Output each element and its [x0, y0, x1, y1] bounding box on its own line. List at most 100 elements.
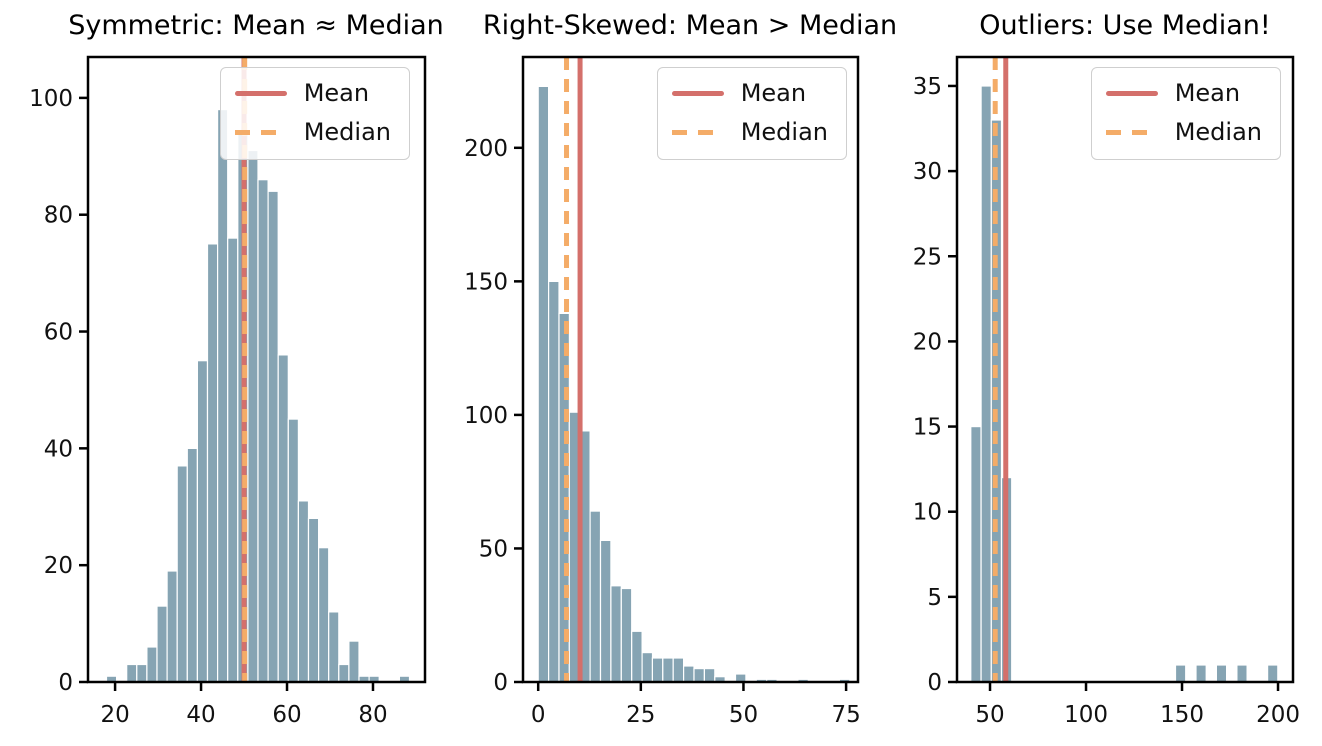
- y-tick-label: 200: [464, 136, 508, 162]
- histogram-bar: [599, 539, 612, 683]
- histogram-bar: [217, 108, 229, 683]
- chart-title-right-skewed: Right-Skewed: Mean > Median: [482, 10, 898, 41]
- median-line-sample: [1105, 129, 1158, 135]
- median-line-sample: [671, 129, 724, 135]
- histogram-bar: [277, 354, 289, 683]
- histogram-bar: [328, 611, 340, 683]
- histogram-bar: [970, 426, 982, 683]
- histogram-bar: [318, 547, 330, 683]
- histogram-bar: [348, 640, 360, 683]
- y-tick-label: 60: [44, 320, 73, 346]
- histogram-bar: [247, 149, 259, 683]
- y-tick-label: 25: [913, 244, 942, 270]
- histogram-bar: [537, 85, 550, 683]
- histogram-bar: [176, 465, 188, 683]
- x-tick-label: 50: [975, 702, 1004, 728]
- y-tick-label: 150: [464, 269, 508, 295]
- median-line-sample: [234, 129, 287, 135]
- histogram-bar: [136, 663, 148, 683]
- y-tick-label: 15: [913, 415, 942, 441]
- legend-label-mean: Mean: [1174, 79, 1241, 107]
- x-tick-label: 60: [272, 702, 301, 728]
- y-tick-label: 0: [58, 670, 73, 696]
- x-tick-label: 80: [358, 702, 387, 728]
- legend-row-mean: Mean: [671, 79, 828, 107]
- legend-right-skewed: Mean Median: [656, 67, 847, 160]
- y-tick-label: 40: [44, 436, 73, 462]
- histogram-bar: [610, 585, 622, 683]
- y-tick-label: 30: [913, 159, 942, 185]
- y-tick-label: 20: [44, 553, 73, 579]
- histogram-bar: [641, 651, 654, 683]
- histogram-bar: [980, 85, 992, 683]
- histogram-bar: [186, 447, 199, 683]
- y-tick-label: 5: [927, 585, 942, 611]
- x-tick-label: 75: [831, 702, 860, 728]
- y-tick-label: 50: [479, 536, 508, 562]
- histogram-bar: [1215, 664, 1228, 683]
- histogram-bar: [297, 500, 310, 683]
- histogram-bar: [166, 570, 178, 683]
- histogram-bar: [227, 237, 239, 683]
- legend-row-median: Median: [1105, 118, 1262, 146]
- x-tick-label: 25: [626, 702, 655, 728]
- y-tick-label: 80: [44, 203, 73, 229]
- x-tick-label: 0: [531, 702, 546, 728]
- histogram-bar: [126, 663, 138, 683]
- mean-line-sample: [234, 90, 287, 96]
- histogram-bar: [1236, 664, 1248, 683]
- histogram-bar: [267, 190, 279, 683]
- histogram-bar: [1266, 664, 1279, 683]
- chart-title-symmetric: Symmetric: Mean ≈ Median: [68, 10, 444, 41]
- legend-row-mean: Mean: [1105, 79, 1262, 107]
- y-tick-label: 20: [913, 329, 942, 355]
- y-tick-label: 10: [913, 500, 942, 526]
- chart-title-outliers: Outliers: Use Median!: [979, 10, 1271, 41]
- mean-line-sample: [1105, 90, 1158, 96]
- histogram-bar: [651, 657, 664, 683]
- x-tick-label: 200: [1256, 702, 1300, 728]
- histogram-bar: [672, 657, 685, 683]
- x-tick-label: 100: [1064, 702, 1108, 728]
- x-tick-label: 40: [186, 702, 215, 728]
- histogram-bar: [156, 605, 168, 683]
- histogram-bar: [206, 243, 219, 683]
- histogram-bar: [693, 667, 705, 683]
- histogram-bar: [257, 179, 269, 683]
- y-tick-label: 100: [464, 403, 508, 429]
- legend-symmetric: Mean Median: [219, 67, 410, 160]
- histogram-bar: [1195, 664, 1207, 683]
- x-tick-label: 20: [100, 702, 129, 728]
- histogram-bar: [631, 630, 643, 683]
- x-tick-label: 50: [729, 702, 758, 728]
- x-tick-label: 150: [1160, 702, 1204, 728]
- axes-spine: [955, 55, 1295, 684]
- histogram-bar: [547, 280, 560, 683]
- histogram-bar: [307, 517, 320, 683]
- legend-label-mean: Mean: [303, 79, 370, 107]
- histogram-bar: [196, 360, 209, 683]
- legend-label-median: Median: [303, 118, 391, 146]
- histogram-bar: [682, 665, 695, 683]
- histogram-bar: [287, 418, 299, 683]
- histogram-bar: [1174, 664, 1187, 683]
- y-tick-label: 100: [29, 86, 73, 112]
- legend-label-mean: Mean: [740, 79, 807, 107]
- histogram-bar: [146, 646, 158, 683]
- histogram-bar: [620, 587, 633, 683]
- histogram-bar: [338, 663, 350, 683]
- legend-outliers: Mean Median: [1090, 67, 1281, 160]
- axes-spine: [86, 55, 427, 684]
- legend-label-median: Median: [740, 118, 828, 146]
- histogram-bar: [703, 667, 716, 683]
- y-tick-label: 0: [927, 670, 942, 696]
- legend-row-median: Median: [671, 118, 828, 146]
- histogram-bar: [589, 510, 602, 683]
- axes-spine: [521, 55, 860, 684]
- legend-row-mean: Mean: [234, 79, 391, 107]
- y-tick-label: 35: [913, 74, 942, 100]
- mean-line-sample: [671, 90, 724, 96]
- y-tick-label: 0: [493, 670, 508, 696]
- histogram-bar: [662, 657, 674, 683]
